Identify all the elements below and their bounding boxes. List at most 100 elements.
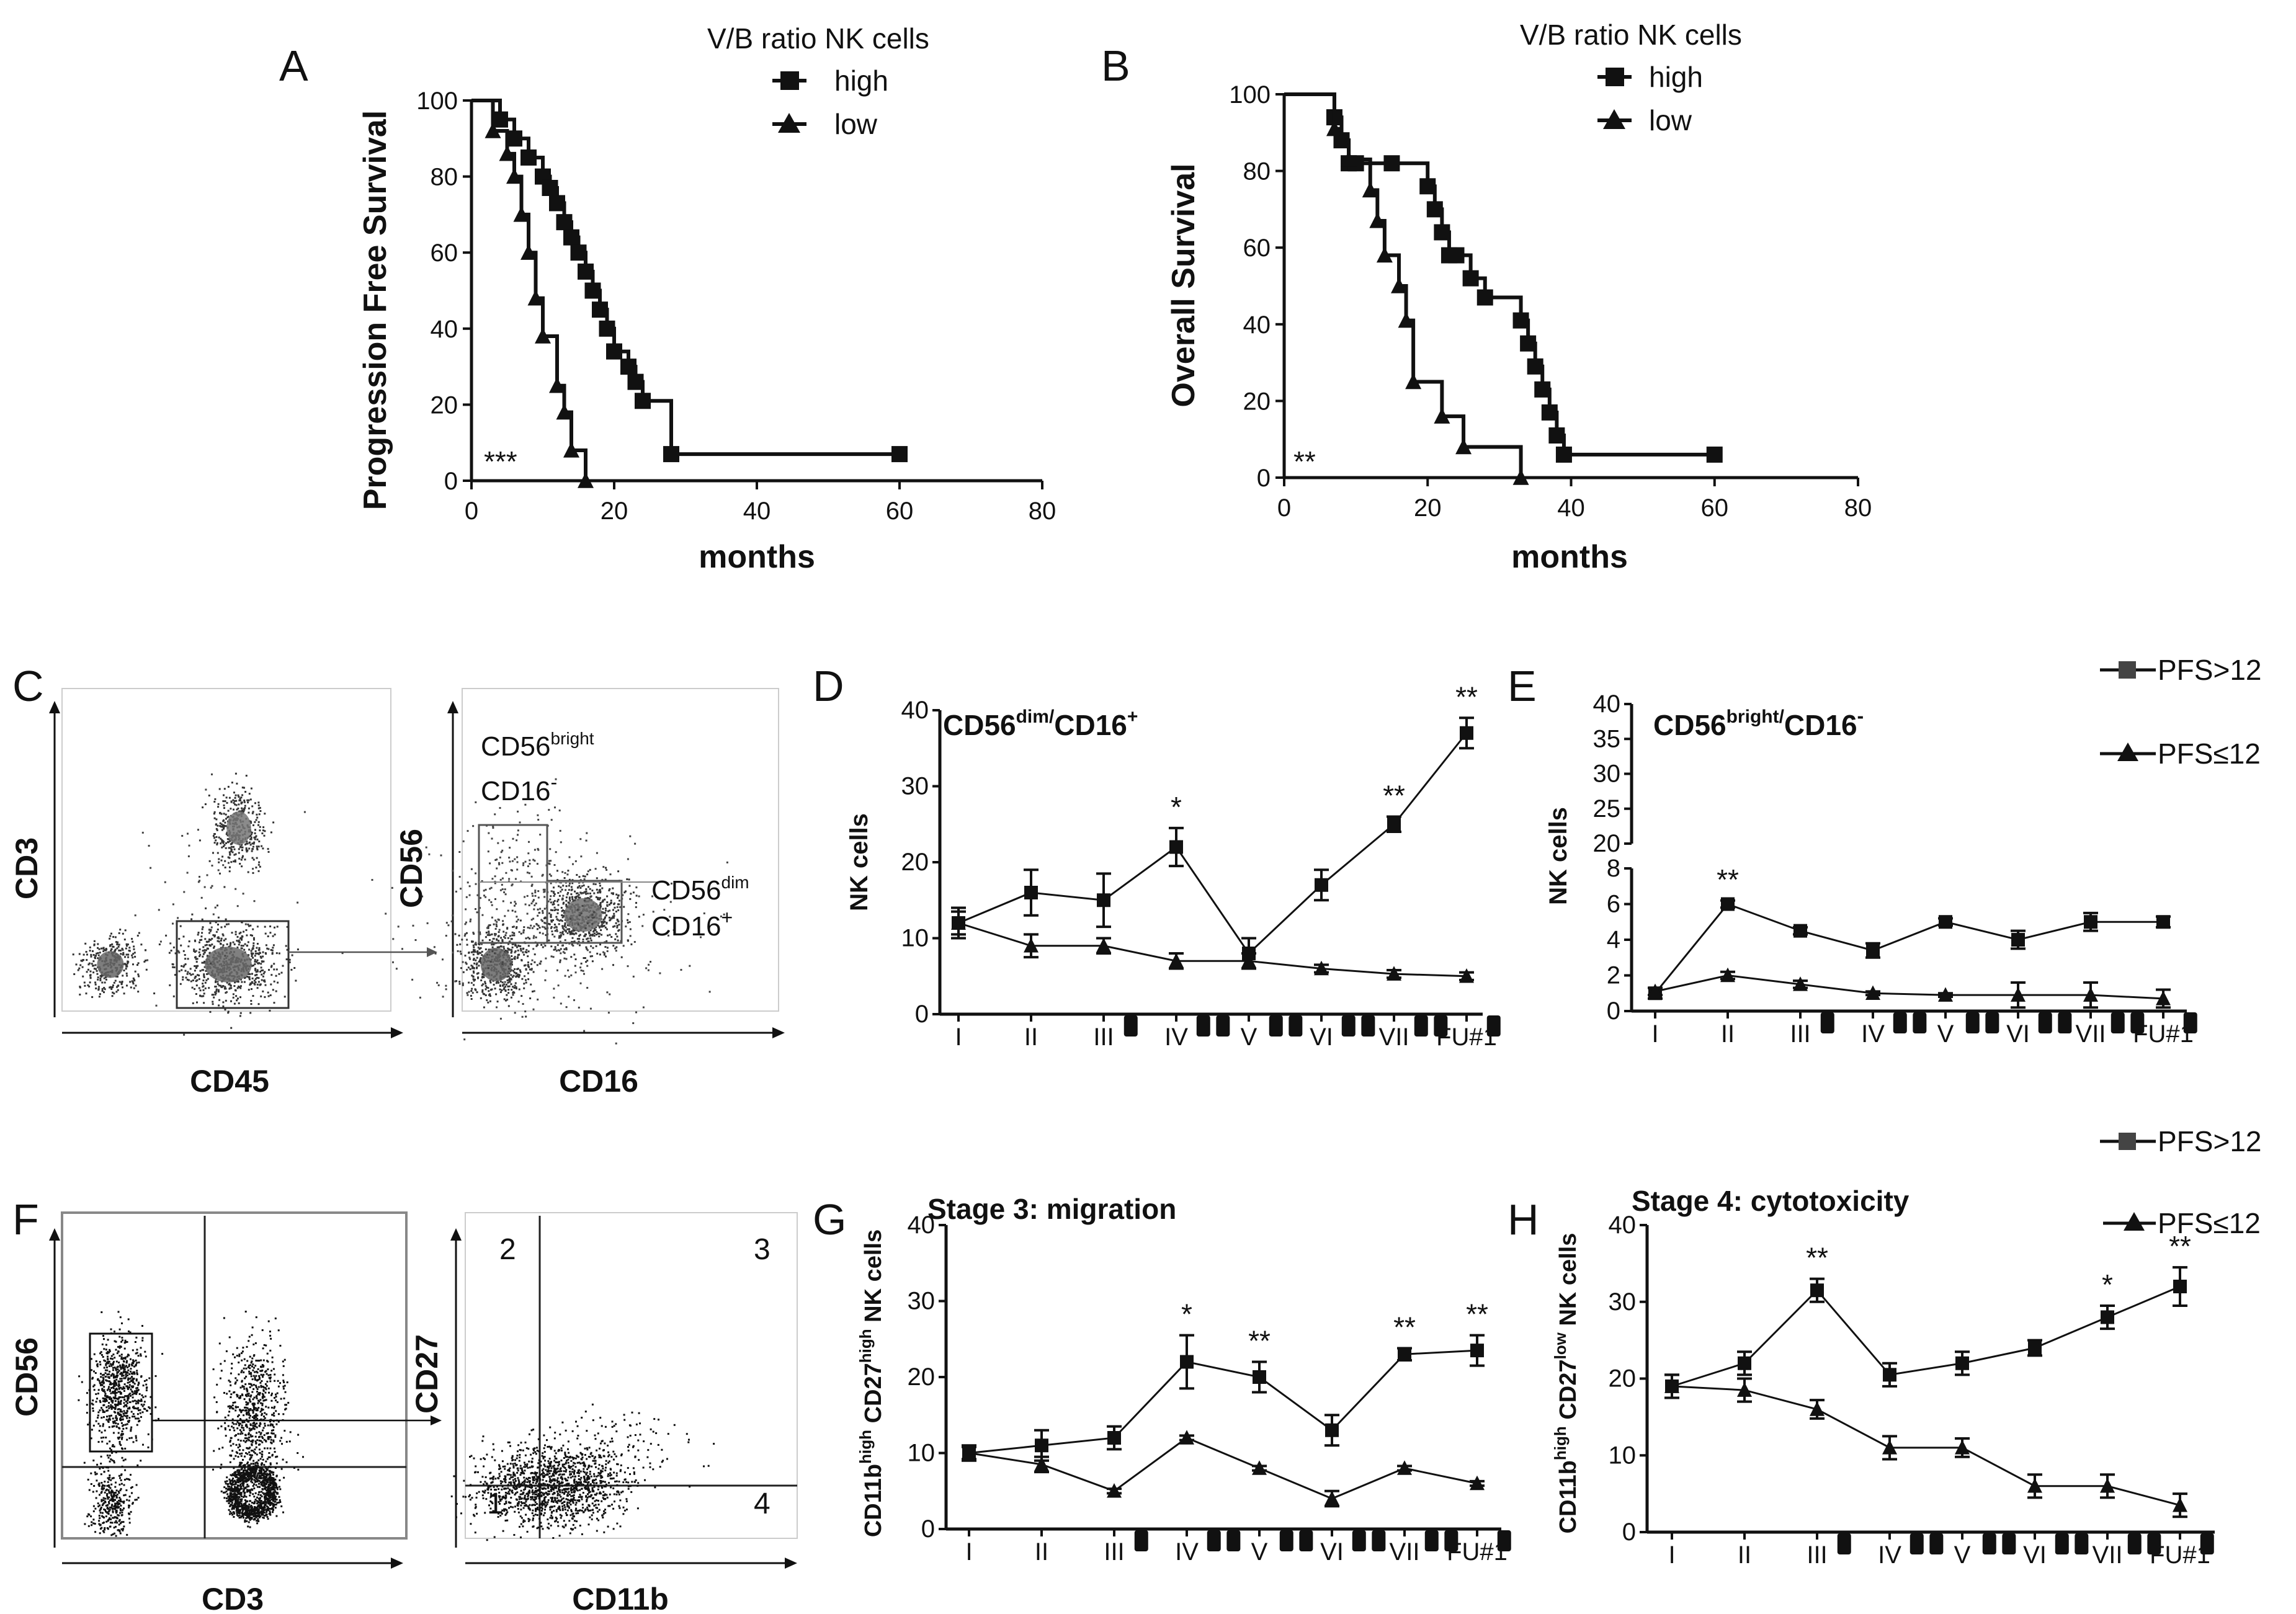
flow-dot bbox=[480, 897, 481, 899]
flow-dot bbox=[543, 890, 546, 893]
flow-dot bbox=[133, 1360, 135, 1363]
flow-dot bbox=[239, 1440, 242, 1442]
flow-dot bbox=[598, 898, 601, 901]
flow-dot bbox=[648, 963, 650, 966]
flow-dot bbox=[272, 1505, 275, 1508]
flow-dot bbox=[609, 888, 611, 890]
flow-dot bbox=[514, 904, 516, 907]
flow-dot bbox=[87, 968, 89, 971]
flow-dot bbox=[612, 909, 614, 911]
flow-dot bbox=[260, 1384, 262, 1387]
flow-dot bbox=[115, 1405, 117, 1407]
flow-dot bbox=[246, 1402, 249, 1404]
flow-dot bbox=[233, 1423, 235, 1425]
flow-dot bbox=[252, 1406, 255, 1407]
flow-dot bbox=[530, 875, 533, 878]
flow-dot bbox=[270, 1337, 272, 1340]
flow-dot bbox=[574, 899, 576, 901]
flow-dot bbox=[221, 1447, 224, 1449]
flow-dot bbox=[107, 1489, 110, 1491]
flow-dot bbox=[107, 1396, 110, 1399]
flow-dot bbox=[126, 974, 128, 977]
flow-dot bbox=[471, 974, 473, 977]
flow-dot bbox=[239, 987, 242, 989]
flow-dot bbox=[116, 1352, 118, 1355]
flow-dot bbox=[212, 934, 215, 937]
flow-dot bbox=[532, 971, 535, 973]
flow-dot bbox=[250, 1371, 252, 1374]
flow-dot bbox=[259, 806, 261, 809]
flow-dot bbox=[139, 1400, 141, 1402]
flow-dot bbox=[196, 958, 199, 960]
flow-dot bbox=[593, 935, 596, 937]
flow-dot bbox=[122, 1371, 125, 1374]
flow-dot bbox=[655, 932, 658, 934]
flow-dot bbox=[231, 1404, 234, 1407]
flow-dot bbox=[223, 840, 225, 843]
flow-dot bbox=[243, 1371, 245, 1373]
flow-dot bbox=[199, 970, 202, 972]
flow-dot bbox=[96, 1473, 98, 1475]
flow-dot bbox=[112, 1373, 115, 1376]
flow-dot bbox=[218, 1004, 220, 1007]
flow-dot bbox=[497, 842, 499, 844]
flow-dot bbox=[517, 956, 519, 958]
flow-dot bbox=[553, 948, 555, 951]
flow-dot bbox=[252, 1388, 255, 1390]
flow-dot bbox=[272, 935, 274, 937]
flow-dot bbox=[112, 1375, 115, 1377]
flow-dot bbox=[565, 896, 568, 899]
flow-dot bbox=[238, 1362, 240, 1363]
flow-dot bbox=[249, 1383, 251, 1385]
flow-dot bbox=[228, 1411, 231, 1413]
flow-dot bbox=[203, 976, 205, 978]
flow-dot bbox=[241, 1424, 243, 1427]
flow-dot bbox=[250, 1473, 252, 1475]
flow-dot bbox=[533, 935, 535, 937]
flow-dot bbox=[102, 1356, 104, 1358]
flow-dot bbox=[257, 1368, 259, 1370]
flow-dot bbox=[196, 979, 199, 981]
flow-dot bbox=[127, 1388, 129, 1390]
flow-dot bbox=[110, 1387, 113, 1389]
flow-dot bbox=[225, 842, 227, 844]
flow-dot bbox=[267, 1456, 270, 1458]
flow-dot bbox=[104, 1391, 106, 1393]
flow-dot bbox=[528, 872, 530, 875]
flow-dot bbox=[118, 1483, 121, 1486]
flow-dot bbox=[484, 981, 486, 983]
flow-dot bbox=[496, 1006, 498, 1009]
flow-dot bbox=[125, 1404, 127, 1406]
flow-dot bbox=[436, 981, 439, 984]
flow-dot bbox=[117, 1437, 119, 1439]
flow-dot bbox=[612, 915, 614, 917]
flow-dot bbox=[119, 929, 122, 931]
flow-dot bbox=[623, 906, 625, 908]
flow-dot bbox=[241, 1384, 244, 1387]
flow-dot bbox=[127, 1394, 130, 1397]
flow-dot bbox=[203, 1002, 205, 1004]
flow-dot bbox=[259, 826, 261, 828]
flow-dot bbox=[235, 860, 236, 863]
flow-dot bbox=[215, 824, 217, 826]
flow-dot bbox=[563, 901, 565, 904]
flow-dot bbox=[126, 945, 128, 947]
flow-dot bbox=[91, 1369, 93, 1371]
flow-dot bbox=[133, 1371, 135, 1373]
flow-dot bbox=[605, 922, 608, 924]
flow-dot bbox=[496, 1001, 499, 1003]
flow-dot bbox=[132, 1400, 134, 1402]
flow-dot bbox=[576, 909, 579, 911]
flow-dot bbox=[478, 943, 481, 946]
flow-dot bbox=[272, 944, 275, 947]
flow-dot bbox=[249, 1367, 251, 1370]
flow-dot bbox=[558, 935, 561, 937]
flow-dot bbox=[550, 945, 553, 948]
flow-dot bbox=[269, 1331, 271, 1333]
flow-dot bbox=[97, 952, 99, 954]
flow-dot bbox=[258, 1431, 261, 1433]
flow-dot bbox=[135, 1484, 138, 1486]
flow-dot bbox=[117, 1432, 120, 1434]
ylabel-c-left: CD3 bbox=[9, 837, 44, 899]
flow-dot bbox=[476, 991, 478, 994]
